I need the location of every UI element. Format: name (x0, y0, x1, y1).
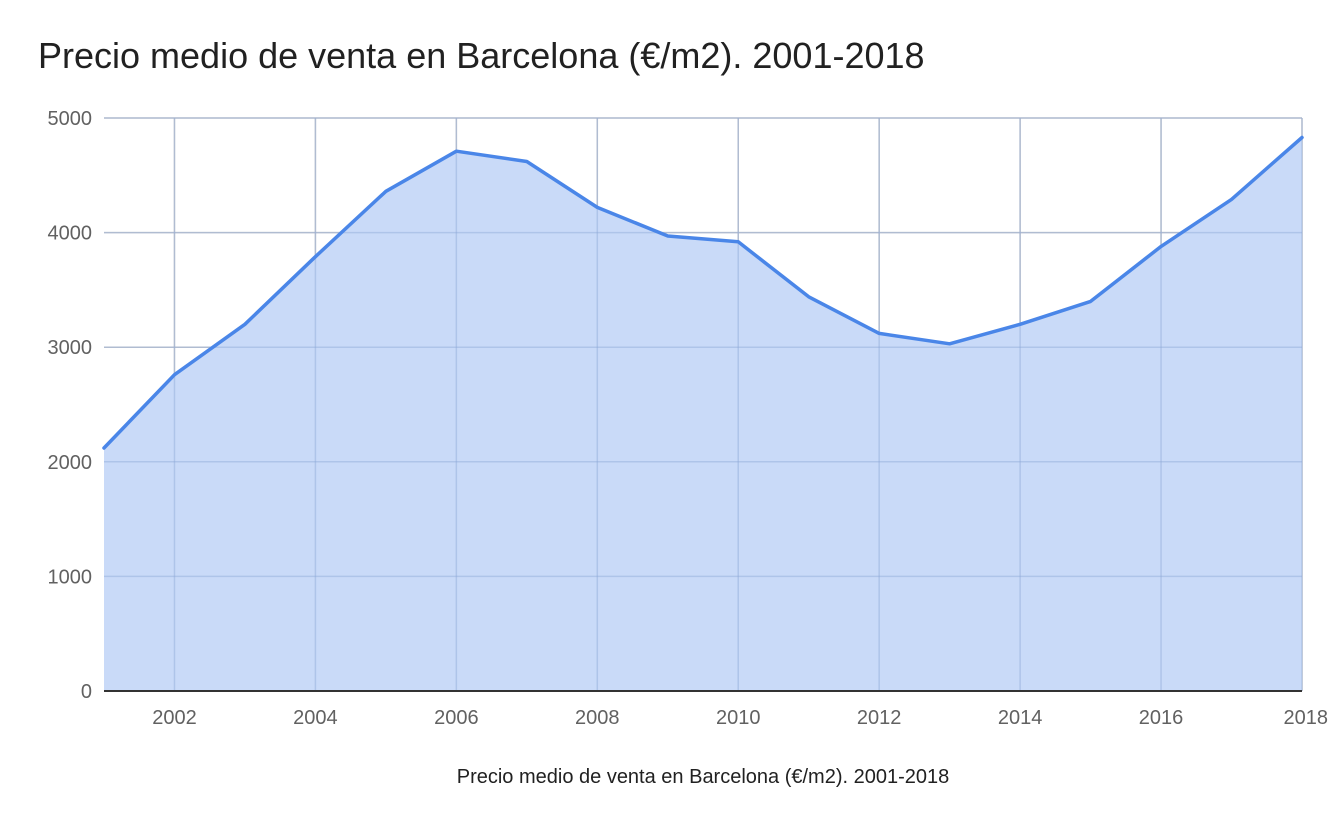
x-axis-title: Precio medio de venta en Barcelona (€/m2… (457, 766, 950, 788)
x-tick-label-2014: 2014 (998, 707, 1043, 729)
y-axis-tick-labels: 0 1000 2000 3000 4000 5000 (48, 108, 93, 703)
series-area-fill (104, 137, 1302, 691)
x-tick-label-2012: 2012 (857, 707, 902, 729)
y-tick-label-2000: 2000 (48, 452, 93, 474)
x-tick-label-2008: 2008 (575, 707, 620, 729)
y-tick-label-5000: 5000 (48, 108, 93, 130)
grid-overlay (104, 117, 1303, 691)
x-axis-tick-labels: 2002 2004 2006 2008 2010 2012 2014 2016 2018 (152, 707, 1328, 729)
y-tick-label-1000: 1000 (48, 566, 93, 588)
x-tick-label-2006: 2006 (434, 707, 479, 729)
y-tick-label-0: 0 (81, 681, 92, 703)
y-tick-label-4000: 4000 (48, 223, 93, 245)
y-tick-label-3000: 3000 (48, 337, 93, 359)
series-line (102, 135, 1304, 450)
chart-title: Precio medio de venta en Barcelona (€/m2… (38, 35, 925, 76)
x-tick-label-2016: 2016 (1139, 707, 1184, 729)
x-tick-label-2002: 2002 (152, 707, 197, 729)
x-tick-label-2010: 2010 (716, 707, 761, 729)
x-tick-label-2018: 2018 (1284, 707, 1329, 729)
x-tick-label-2004: 2004 (293, 707, 338, 729)
